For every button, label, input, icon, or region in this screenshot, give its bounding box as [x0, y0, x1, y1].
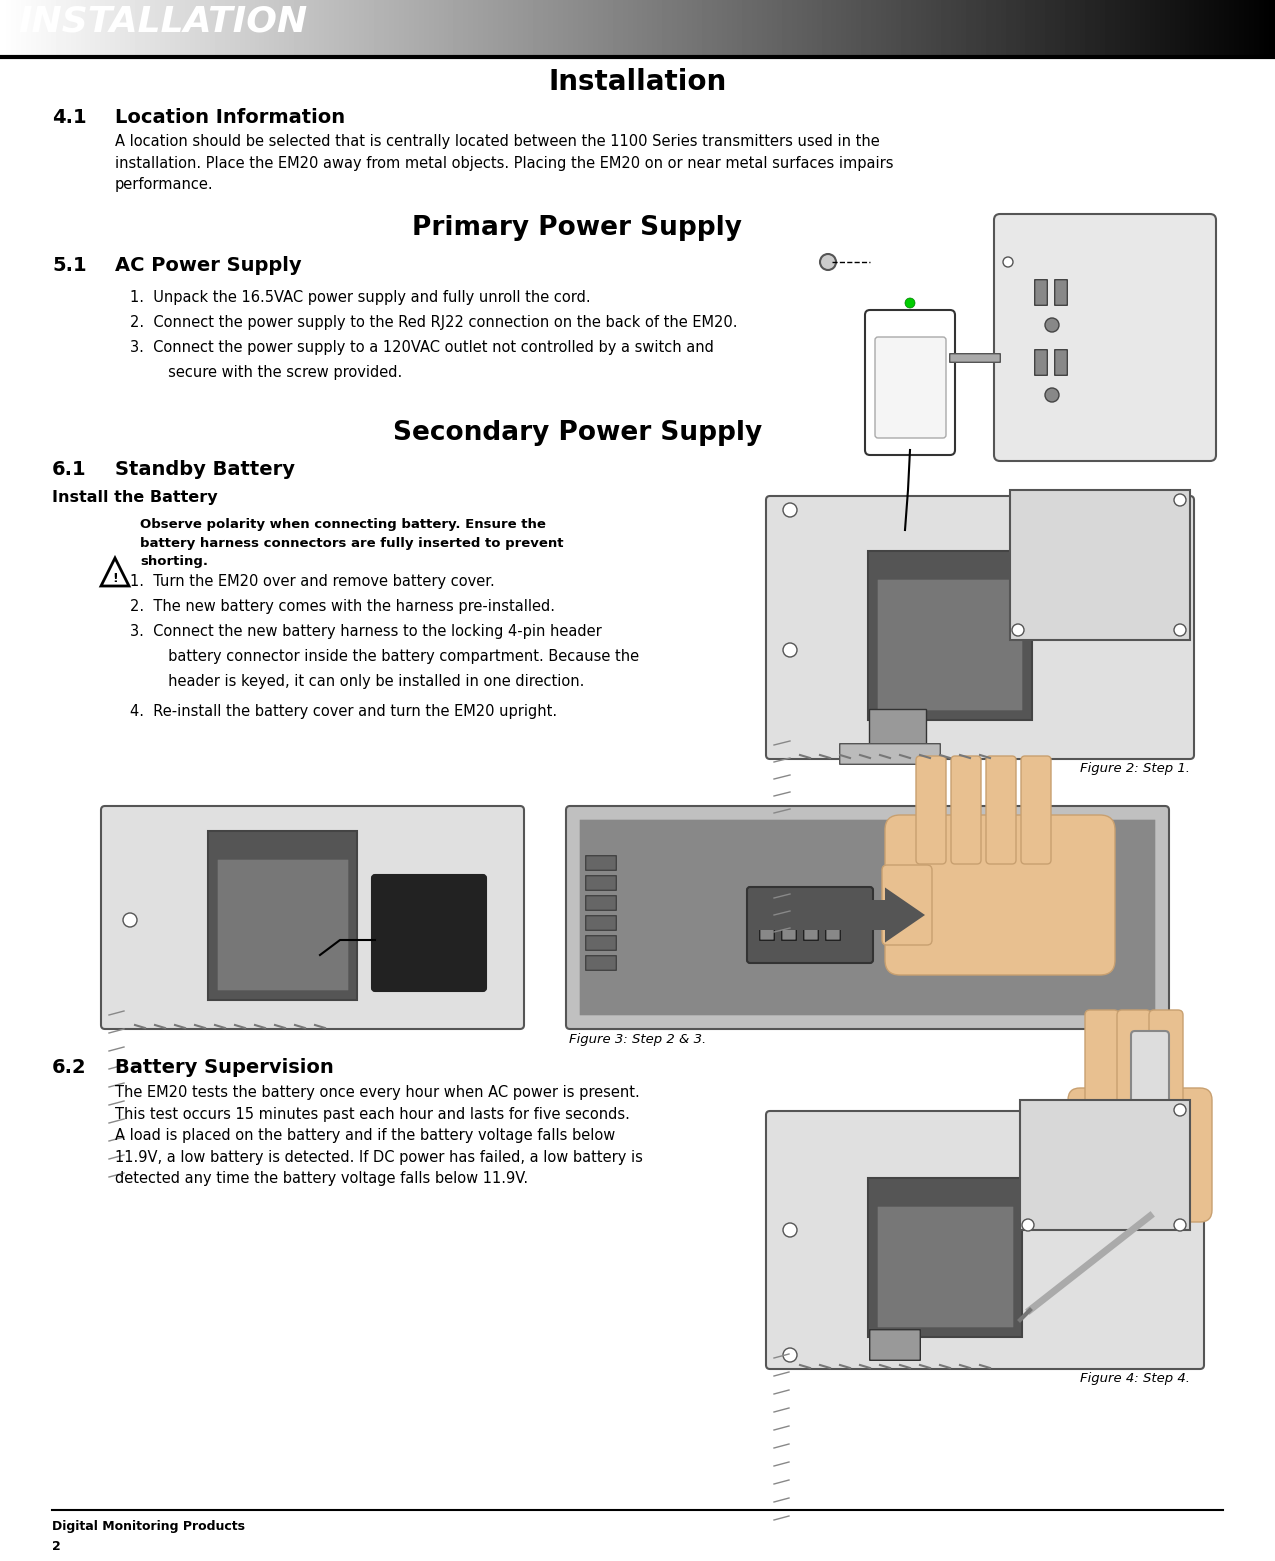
Circle shape [1174, 624, 1186, 635]
Circle shape [122, 913, 136, 927]
FancyBboxPatch shape [1149, 1010, 1183, 1119]
Text: Battery Supervision: Battery Supervision [115, 1058, 334, 1077]
FancyBboxPatch shape [877, 1207, 1014, 1327]
Circle shape [820, 254, 836, 270]
Text: header is keyed, it can only be installed in one direction.: header is keyed, it can only be installe… [145, 674, 584, 688]
Text: 6.2: 6.2 [52, 1058, 87, 1077]
FancyBboxPatch shape [1131, 1030, 1169, 1129]
Text: Standby Battery: Standby Battery [115, 460, 295, 479]
Circle shape [1003, 258, 1014, 267]
FancyBboxPatch shape [208, 830, 357, 1001]
FancyBboxPatch shape [766, 496, 1193, 759]
Polygon shape [1020, 1101, 1190, 1230]
FancyBboxPatch shape [585, 855, 616, 871]
FancyBboxPatch shape [915, 756, 946, 863]
Text: Primary Power Supply: Primary Power Supply [413, 215, 742, 240]
Text: Figure 3: Step 2 & 3.: Figure 3: Step 2 & 3. [569, 1033, 706, 1046]
FancyBboxPatch shape [882, 865, 932, 944]
FancyBboxPatch shape [803, 918, 819, 940]
FancyBboxPatch shape [870, 1330, 921, 1360]
Text: 2.  Connect the power supply to the Red RJ22 connection on the back of the EM20.: 2. Connect the power supply to the Red R… [130, 315, 737, 329]
Text: AC Power Supply: AC Power Supply [115, 256, 302, 275]
FancyBboxPatch shape [782, 918, 797, 940]
FancyBboxPatch shape [585, 896, 616, 910]
Text: 3.  Connect the new battery harness to the locking 4-pin header: 3. Connect the new battery harness to th… [130, 624, 602, 638]
FancyBboxPatch shape [585, 935, 616, 951]
FancyBboxPatch shape [885, 815, 1116, 976]
FancyBboxPatch shape [1054, 350, 1067, 375]
Text: Observe polarity when connecting battery. Ensure the
battery harness connectors : Observe polarity when connecting battery… [140, 518, 564, 568]
FancyBboxPatch shape [950, 354, 1001, 362]
Text: The EM20 tests the battery once every hour when AC power is present.
This test o: The EM20 tests the battery once every ho… [115, 1085, 643, 1186]
Text: Secondary Power Supply: Secondary Power Supply [393, 420, 762, 446]
Text: 3.  Connect the power supply to a 120VAC outlet not controlled by a switch and: 3. Connect the power supply to a 120VAC … [130, 340, 714, 354]
FancyBboxPatch shape [1054, 279, 1067, 306]
FancyBboxPatch shape [875, 337, 946, 439]
Circle shape [1174, 493, 1186, 506]
Text: !: ! [112, 571, 117, 584]
Text: 2: 2 [52, 1541, 61, 1553]
FancyBboxPatch shape [218, 860, 348, 990]
FancyBboxPatch shape [870, 709, 926, 746]
Circle shape [1046, 389, 1060, 403]
Circle shape [1174, 1104, 1186, 1116]
FancyBboxPatch shape [826, 918, 840, 940]
FancyBboxPatch shape [994, 214, 1216, 460]
Text: 2.  The new battery comes with the harness pre-installed.: 2. The new battery comes with the harnes… [130, 599, 555, 613]
FancyBboxPatch shape [877, 579, 1023, 710]
Text: Digital Monitoring Products: Digital Monitoring Products [52, 1520, 245, 1533]
FancyBboxPatch shape [566, 805, 1169, 1029]
FancyBboxPatch shape [868, 551, 1031, 720]
Circle shape [783, 1222, 797, 1236]
FancyBboxPatch shape [864, 311, 955, 454]
FancyArrow shape [755, 888, 924, 943]
Text: secure with the screw provided.: secure with the screw provided. [145, 365, 402, 379]
FancyBboxPatch shape [580, 820, 1155, 1015]
FancyBboxPatch shape [585, 876, 616, 890]
Polygon shape [101, 557, 129, 585]
Circle shape [1023, 1219, 1034, 1232]
Text: 1.  Unpack the 16.5VAC power supply and fully unroll the cord.: 1. Unpack the 16.5VAC power supply and f… [130, 290, 590, 304]
Circle shape [1046, 318, 1060, 332]
Circle shape [783, 643, 797, 657]
Text: 6.1: 6.1 [52, 460, 87, 479]
Text: Install the Battery: Install the Battery [52, 490, 218, 506]
Text: 4.  Re-install the battery cover and turn the EM20 upright.: 4. Re-install the battery cover and turn… [130, 704, 557, 720]
Text: Installation: Installation [548, 69, 727, 95]
Text: INSTALLATION: INSTALLATION [18, 5, 307, 37]
Circle shape [1012, 624, 1024, 635]
FancyBboxPatch shape [986, 756, 1016, 863]
FancyBboxPatch shape [1085, 1010, 1119, 1119]
FancyBboxPatch shape [1035, 350, 1047, 375]
FancyBboxPatch shape [840, 743, 940, 765]
Circle shape [783, 1349, 797, 1363]
FancyBboxPatch shape [585, 916, 616, 930]
Circle shape [905, 298, 915, 308]
FancyBboxPatch shape [372, 876, 486, 991]
Text: 5.1: 5.1 [52, 256, 87, 275]
Text: battery connector inside the battery compartment. Because the: battery connector inside the battery com… [145, 649, 639, 663]
FancyBboxPatch shape [951, 756, 980, 863]
FancyBboxPatch shape [868, 1179, 1023, 1338]
FancyBboxPatch shape [766, 1111, 1204, 1369]
FancyBboxPatch shape [1021, 756, 1051, 863]
FancyBboxPatch shape [1117, 1010, 1151, 1119]
FancyBboxPatch shape [1068, 1088, 1213, 1222]
Text: 1.  Turn the EM20 over and remove battery cover.: 1. Turn the EM20 over and remove battery… [130, 574, 495, 588]
Circle shape [1174, 1219, 1186, 1232]
FancyBboxPatch shape [585, 955, 616, 971]
Text: 4.1: 4.1 [52, 108, 87, 126]
Text: A location should be selected that is centrally located between the 1100 Series : A location should be selected that is ce… [115, 134, 894, 192]
Circle shape [783, 503, 797, 517]
FancyBboxPatch shape [760, 918, 774, 940]
Text: Location Information: Location Information [115, 108, 346, 126]
Text: Figure 2: Step 1.: Figure 2: Step 1. [1080, 762, 1190, 774]
Polygon shape [1010, 490, 1190, 640]
FancyBboxPatch shape [101, 805, 524, 1029]
FancyBboxPatch shape [747, 887, 873, 963]
Text: Figure 4: Step 4.: Figure 4: Step 4. [1080, 1372, 1190, 1385]
FancyBboxPatch shape [1035, 279, 1047, 306]
